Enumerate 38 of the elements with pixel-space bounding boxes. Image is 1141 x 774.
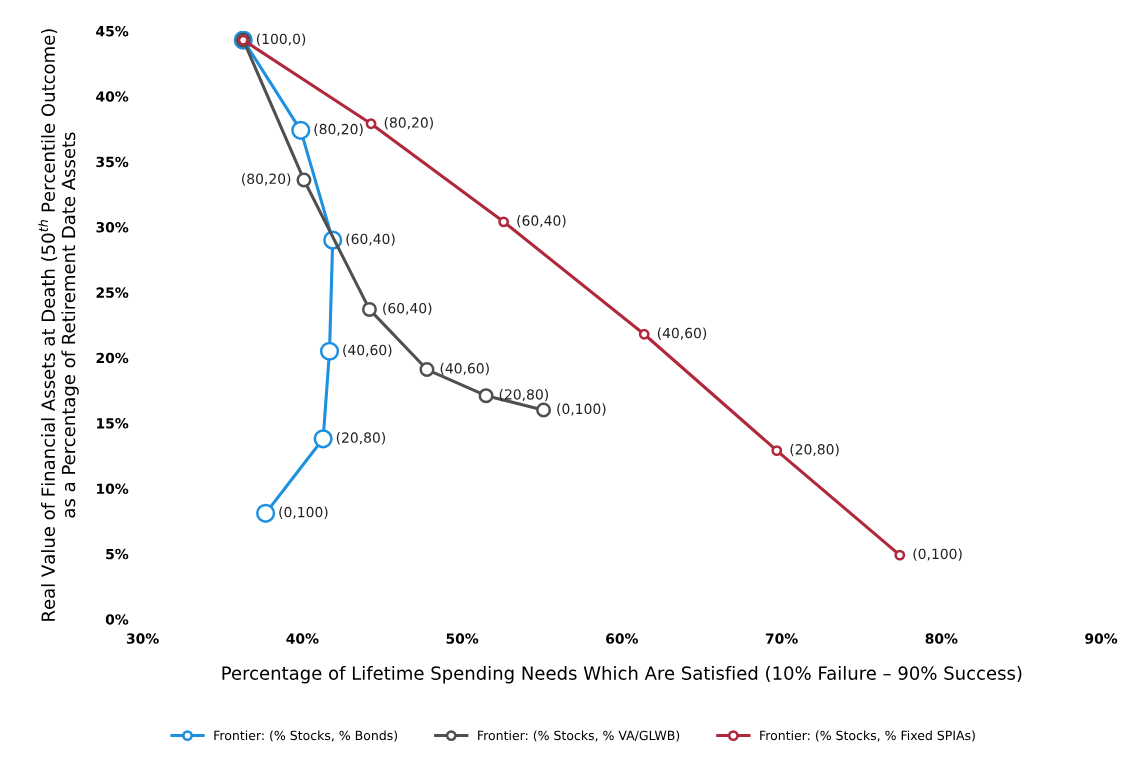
y-tick-label: 5% xyxy=(106,548,129,560)
y-tick-label: 20% xyxy=(96,352,129,364)
y-tick-label: 40% xyxy=(96,91,129,102)
annotation: (0,100) xyxy=(913,548,962,561)
annotation: (0,100) xyxy=(557,403,606,416)
annotation: (20,80) xyxy=(790,443,839,457)
annotation: (20,80) xyxy=(499,388,548,402)
annotation: (80,20) xyxy=(314,123,363,136)
x-tick-label: 60% xyxy=(606,633,639,644)
legend-label: Frontier: (% Stocks, % Fixed SPIAs) xyxy=(760,730,975,742)
annotation: (80,20) xyxy=(242,173,291,186)
annotation: (60,40) xyxy=(517,215,566,228)
legend-label: Frontier: (% Stocks, % VA/GLWB) xyxy=(478,730,680,742)
annotation: (40,60) xyxy=(343,344,392,357)
x-tick-label: 50% xyxy=(446,633,479,644)
y-tick-label: 10% xyxy=(97,483,129,494)
annotation: (60,40) xyxy=(383,302,432,316)
x-tick-label: 90% xyxy=(1085,633,1118,644)
x-tick-label: 30% xyxy=(126,633,159,644)
x-axis-title: Percentage of Lifetime Spending Needs Which Are Satisfied (10% Failure – 90% Success) xyxy=(222,665,1022,684)
y-tick-label: 25% xyxy=(96,287,129,298)
annotation: (0,100) xyxy=(279,506,328,519)
annotation: (40,60) xyxy=(440,362,489,376)
y-tick-label: 35% xyxy=(96,156,129,168)
y-tick-label: 0% xyxy=(105,614,129,625)
x-tick-label: 40% xyxy=(286,633,319,644)
y-tick-label: 45% xyxy=(96,25,129,37)
annotation: (20,80) xyxy=(336,432,386,445)
annotation: (60,40) xyxy=(346,233,395,246)
x-tick-label: 70% xyxy=(765,633,798,644)
x-tick-label: 80% xyxy=(925,633,958,644)
y-tick-label: 30% xyxy=(96,222,129,233)
y-tick-label: 15% xyxy=(97,418,129,429)
annotation: (80,20) xyxy=(384,117,433,130)
y-axis-title: Real Value of Financial Assets at Death (50$^{th}$ Percentile Outcome) as a Percentage of Retirement Date Assets xyxy=(38,29,79,621)
legend-label: Frontier: (% Stocks, % Bonds) xyxy=(214,730,398,742)
annotation: (40,60) xyxy=(657,327,707,340)
annotation: (100,0) xyxy=(256,33,306,46)
